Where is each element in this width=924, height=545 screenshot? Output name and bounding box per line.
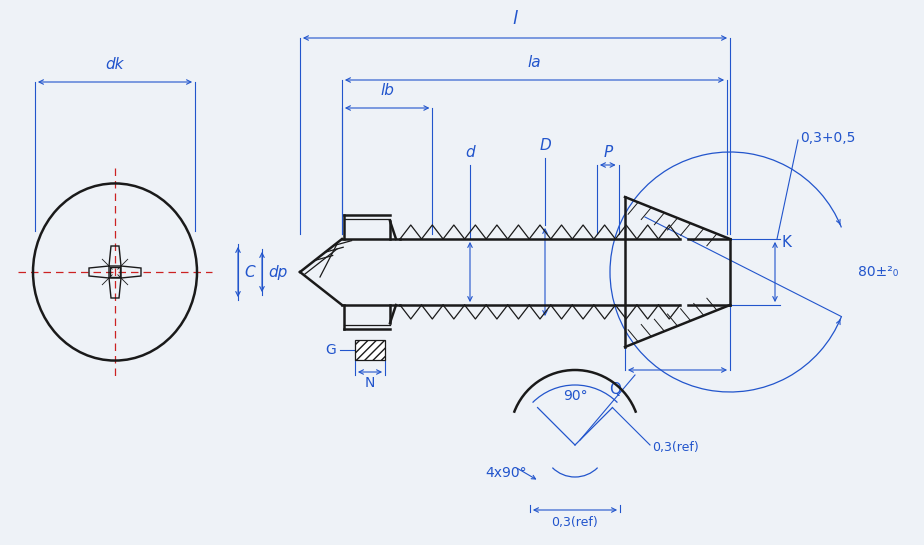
Text: 4x90°: 4x90° bbox=[485, 466, 527, 480]
Bar bbox=[355, 340, 385, 360]
Text: K: K bbox=[782, 234, 792, 250]
Text: 80±²₀: 80±²₀ bbox=[858, 265, 898, 279]
Text: d: d bbox=[465, 145, 475, 160]
Text: 0,3(ref): 0,3(ref) bbox=[652, 440, 699, 453]
Text: l: l bbox=[513, 10, 517, 28]
Text: dk: dk bbox=[105, 57, 124, 72]
Text: C: C bbox=[244, 264, 255, 280]
Text: 90°: 90° bbox=[563, 389, 588, 403]
Text: lb: lb bbox=[380, 83, 395, 98]
Text: 0,3+0,5: 0,3+0,5 bbox=[800, 131, 856, 145]
Text: Q: Q bbox=[609, 382, 621, 397]
Text: dp: dp bbox=[268, 264, 287, 280]
Text: la: la bbox=[528, 55, 541, 70]
Text: P: P bbox=[603, 145, 613, 160]
Text: G: G bbox=[325, 343, 336, 357]
Text: N: N bbox=[365, 376, 375, 390]
Text: D: D bbox=[539, 138, 551, 153]
Text: 0,3(ref): 0,3(ref) bbox=[552, 516, 599, 529]
